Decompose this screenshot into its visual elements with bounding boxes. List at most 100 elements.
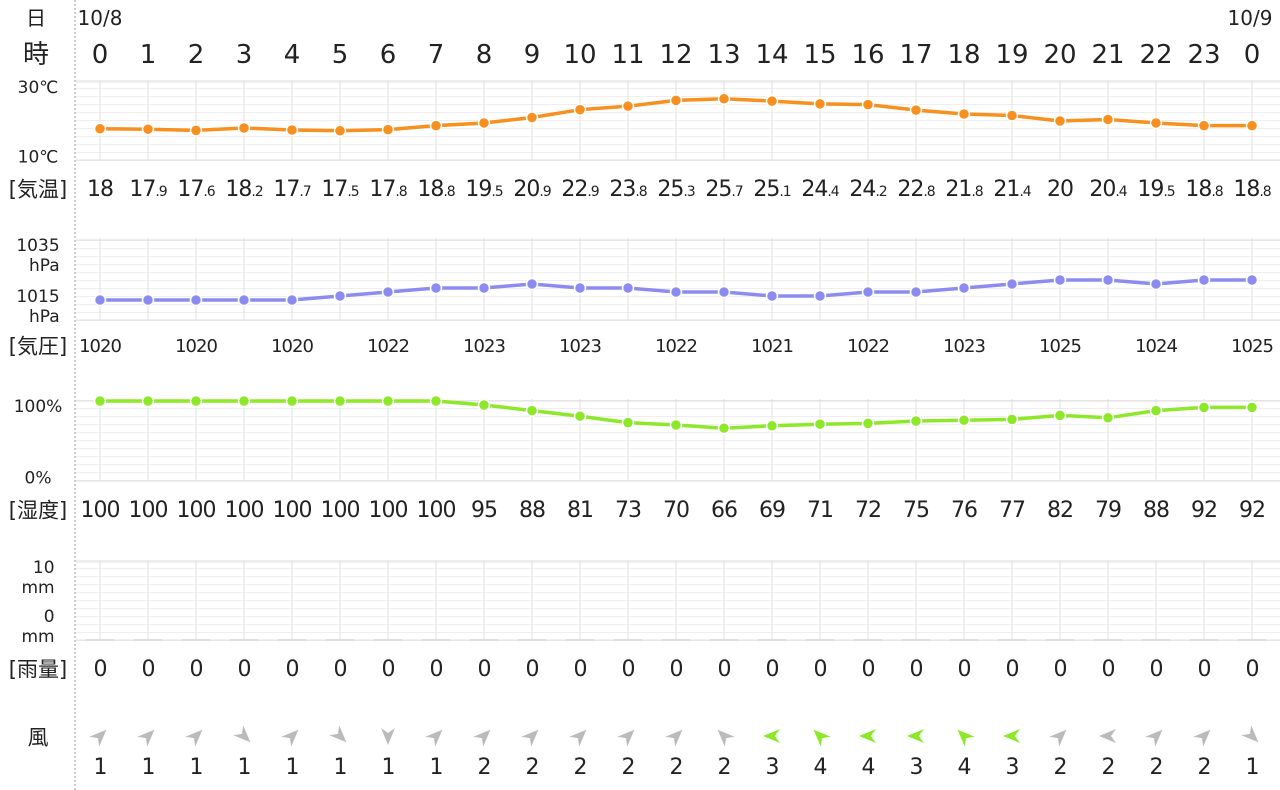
point bbox=[813, 289, 827, 303]
hour: 20 bbox=[1043, 40, 1077, 70]
point bbox=[285, 293, 299, 307]
hour: 18 bbox=[947, 40, 981, 70]
bar bbox=[902, 639, 930, 641]
wind-speed: 4 bbox=[861, 755, 876, 780]
data-label: 0 bbox=[957, 657, 972, 682]
point bbox=[717, 421, 731, 435]
point bbox=[861, 417, 875, 430]
hour: 22 bbox=[1139, 40, 1173, 70]
wind-speed: 2 bbox=[525, 755, 540, 780]
point bbox=[237, 293, 251, 307]
point bbox=[621, 281, 635, 295]
point bbox=[1101, 273, 1115, 287]
wind-speed: 2 bbox=[1053, 755, 1068, 780]
hour: 12 bbox=[659, 40, 693, 70]
point bbox=[381, 285, 395, 299]
wind-arrow bbox=[1193, 729, 1211, 747]
hour-label: 時 bbox=[22, 40, 50, 70]
data-label: 100 bbox=[80, 498, 121, 523]
point bbox=[1101, 113, 1115, 126]
data-label: 1025 bbox=[1231, 336, 1274, 357]
point bbox=[333, 394, 347, 408]
data-label: 0 bbox=[477, 657, 492, 682]
data-label: 0 bbox=[141, 657, 156, 682]
hour: 15 bbox=[803, 40, 837, 70]
data-label: 0 bbox=[1197, 657, 1212, 682]
bar bbox=[1094, 639, 1122, 641]
data-label: 0 bbox=[237, 657, 252, 682]
hour: 7 bbox=[427, 40, 445, 70]
wind-speed: 2 bbox=[1101, 755, 1116, 780]
point bbox=[477, 398, 491, 412]
hour: 1 bbox=[139, 40, 157, 70]
wind-speed: 2 bbox=[1197, 755, 1212, 780]
point bbox=[765, 289, 779, 303]
bar bbox=[758, 639, 786, 641]
point bbox=[573, 409, 587, 423]
point bbox=[1005, 413, 1019, 426]
point bbox=[429, 394, 443, 408]
point bbox=[717, 92, 731, 106]
bar bbox=[1190, 639, 1218, 641]
wind-arrow bbox=[1145, 729, 1163, 747]
data-label: 0 bbox=[1005, 657, 1020, 682]
point bbox=[765, 419, 779, 433]
point bbox=[573, 103, 587, 116]
data-label: 25.3 bbox=[657, 177, 695, 202]
point bbox=[1005, 277, 1019, 291]
point bbox=[189, 124, 203, 137]
wind-arrow bbox=[1049, 729, 1067, 747]
wind-arrow bbox=[281, 729, 299, 747]
bar bbox=[182, 639, 210, 641]
bar bbox=[950, 639, 978, 641]
point bbox=[525, 404, 539, 417]
data-label: 100 bbox=[176, 498, 217, 523]
point bbox=[957, 107, 971, 121]
point bbox=[285, 394, 299, 408]
data-label: 17.9 bbox=[129, 177, 167, 202]
wind-arrow bbox=[233, 725, 251, 743]
wind-arrow bbox=[185, 729, 203, 747]
data-label: 92 bbox=[1191, 498, 1218, 523]
data-label: 0 bbox=[285, 657, 300, 682]
date-label: 10/9 bbox=[1227, 6, 1273, 30]
data-label: 77 bbox=[999, 498, 1026, 523]
hour: 16 bbox=[851, 40, 885, 70]
wind-speed: 3 bbox=[1005, 755, 1020, 780]
data-label: 0 bbox=[1245, 657, 1260, 682]
wind-arrow bbox=[1241, 725, 1259, 743]
point bbox=[909, 103, 923, 117]
data-label: 19.5 bbox=[1137, 177, 1175, 202]
point bbox=[237, 121, 251, 135]
wind-speed: 2 bbox=[1149, 755, 1164, 780]
bar bbox=[134, 639, 162, 641]
data-label: 17.5 bbox=[321, 177, 359, 202]
y-tick-label: 10℃ bbox=[17, 147, 59, 168]
hour: 13 bbox=[707, 40, 741, 70]
data-label: 17.7 bbox=[273, 177, 311, 202]
data-label: 17.6 bbox=[177, 177, 215, 202]
point bbox=[573, 281, 587, 295]
data-label: 100 bbox=[272, 498, 313, 523]
data-label: 72 bbox=[855, 498, 882, 523]
data-label: 69 bbox=[759, 498, 786, 523]
data-label: 0 bbox=[429, 657, 444, 682]
bar bbox=[230, 639, 258, 641]
hour: 21 bbox=[1091, 40, 1125, 70]
y-tick-label: 10 mm bbox=[21, 558, 55, 599]
data-label: 0 bbox=[909, 657, 924, 682]
point bbox=[1149, 404, 1163, 417]
data-label: 71 bbox=[807, 498, 834, 523]
point bbox=[717, 285, 731, 299]
point bbox=[669, 418, 683, 432]
data-label: 66 bbox=[711, 498, 738, 523]
data-label: 18 bbox=[87, 177, 114, 202]
wind-arrow bbox=[1099, 729, 1116, 743]
bar bbox=[614, 639, 642, 641]
grid-band bbox=[76, 560, 1280, 641]
data-label: 25.1 bbox=[753, 177, 791, 202]
data-label: 0 bbox=[573, 657, 588, 682]
row-label: 風 bbox=[27, 725, 49, 750]
point bbox=[141, 394, 155, 408]
